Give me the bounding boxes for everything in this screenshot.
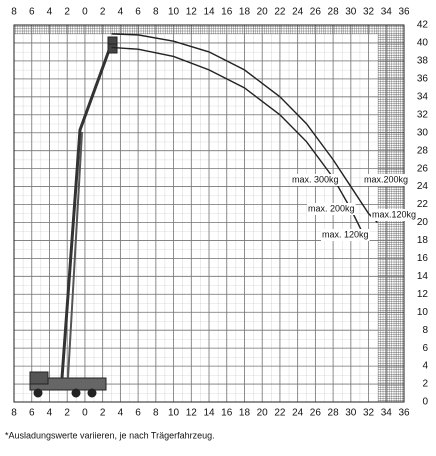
y-tick-label: 2 bbox=[422, 379, 428, 390]
x-tick-label: 4 bbox=[47, 7, 53, 18]
x-tick-label: 10 bbox=[168, 7, 180, 18]
x-tick-label: 30 bbox=[345, 408, 357, 419]
x-tick-label: 8 bbox=[11, 408, 17, 419]
x-tick-label: 6 bbox=[135, 7, 141, 18]
y-tick-label: 38 bbox=[417, 56, 429, 67]
y-tick-label: 36 bbox=[417, 73, 429, 84]
y-tick-label: 26 bbox=[417, 163, 429, 174]
y-tick-label: 28 bbox=[417, 145, 429, 156]
x-tick-label: 34 bbox=[381, 7, 393, 18]
x-tick-label: 12 bbox=[186, 7, 198, 18]
label-bg bbox=[363, 174, 410, 186]
y-tick-label: 8 bbox=[422, 325, 428, 336]
y-tick-label: 40 bbox=[417, 38, 429, 49]
y-tick-label: 24 bbox=[417, 181, 429, 192]
x-tick-label: 30 bbox=[345, 7, 357, 18]
x-tick-label: 10 bbox=[168, 408, 180, 419]
y-tick-label: 6 bbox=[422, 343, 428, 354]
x-tick-label: 20 bbox=[257, 7, 269, 18]
x-tick-label: 36 bbox=[398, 7, 410, 18]
y-tick-label: 12 bbox=[417, 289, 429, 300]
x-tick-label: 28 bbox=[328, 7, 340, 18]
annotation: max.200kg bbox=[364, 174, 408, 184]
x-tick-label: 8 bbox=[153, 7, 159, 18]
x-tick-label: 6 bbox=[29, 408, 35, 419]
y-tick-label: 20 bbox=[417, 217, 429, 228]
y-tick-label: 14 bbox=[417, 271, 429, 282]
annotation: max. 120kg bbox=[322, 229, 369, 239]
x-tick-label: 16 bbox=[221, 408, 233, 419]
footnote: *Ausladungswerte variieren, je nach Träg… bbox=[5, 430, 215, 440]
y-tick-label: 18 bbox=[417, 235, 429, 246]
label-bg bbox=[291, 174, 340, 186]
annotation: max.120kg bbox=[372, 209, 416, 219]
x-tick-label: 34 bbox=[381, 408, 393, 419]
x-tick-label: 8 bbox=[11, 7, 17, 18]
x-tick-label: 6 bbox=[135, 408, 141, 419]
annotation: max. 200kg bbox=[308, 203, 355, 213]
envelope-line bbox=[111, 46, 365, 237]
y-tick-label: 10 bbox=[417, 307, 429, 318]
x-tick-label: 2 bbox=[100, 7, 106, 18]
truck bbox=[29, 36, 118, 398]
x-tick-label: 26 bbox=[310, 7, 322, 18]
x-tick-label: 0 bbox=[82, 7, 88, 18]
y-tick-label: 30 bbox=[417, 127, 429, 138]
y-tick-label: 16 bbox=[417, 253, 429, 264]
label-bg bbox=[321, 229, 370, 241]
x-tick-label: 16 bbox=[221, 7, 233, 18]
x-tick-label: 18 bbox=[239, 7, 251, 18]
x-tick-label: 24 bbox=[292, 7, 304, 18]
x-tick-label: 8 bbox=[153, 408, 159, 419]
x-tick-label: 24 bbox=[292, 408, 304, 419]
label-bg bbox=[371, 209, 418, 221]
x-tick-label: 32 bbox=[363, 408, 375, 419]
x-tick-label: 4 bbox=[118, 408, 124, 419]
y-tick-label: 34 bbox=[417, 91, 429, 102]
annotation: max. 300kg bbox=[292, 174, 339, 184]
x-tick-label: 2 bbox=[64, 7, 70, 18]
y-tick-label: 22 bbox=[417, 199, 429, 210]
x-tick-label: 26 bbox=[310, 408, 322, 419]
x-tick-label: 22 bbox=[274, 7, 286, 18]
x-tick-label: 32 bbox=[363, 7, 375, 18]
y-tick-label: 32 bbox=[417, 109, 429, 120]
x-tick-label: 14 bbox=[203, 7, 215, 18]
x-tick-label: 36 bbox=[398, 408, 410, 419]
x-tick-label: 4 bbox=[118, 7, 124, 18]
x-tick-label: 22 bbox=[274, 408, 286, 419]
x-tick-label: 2 bbox=[100, 408, 106, 419]
x-tick-label: 18 bbox=[239, 408, 251, 419]
x-tick-label: 28 bbox=[328, 408, 340, 419]
y-tick-label: 42 bbox=[417, 20, 429, 31]
y-tick-label: 0 bbox=[422, 397, 428, 408]
y-tick-label: 4 bbox=[422, 361, 428, 372]
x-tick-label: 2 bbox=[64, 408, 70, 419]
x-tick-label: 6 bbox=[29, 7, 35, 18]
x-tick-label: 14 bbox=[203, 408, 215, 419]
x-tick-label: 4 bbox=[47, 408, 53, 419]
label-bg bbox=[307, 203, 356, 215]
envelope-line bbox=[111, 33, 378, 223]
x-tick-label: 0 bbox=[82, 408, 88, 419]
x-tick-label: 12 bbox=[186, 408, 198, 419]
x-tick-label: 20 bbox=[257, 408, 269, 419]
